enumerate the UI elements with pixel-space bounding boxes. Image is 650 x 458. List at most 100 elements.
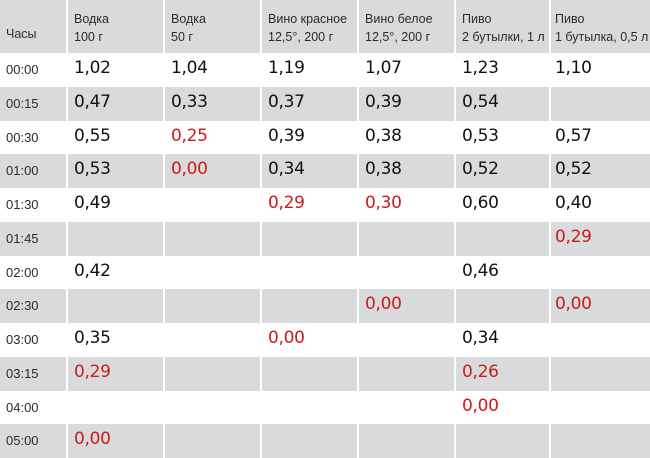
value-cell: [456, 424, 549, 458]
header-column-title: Пиво: [555, 12, 585, 26]
value-text-highlighted: 0,00: [171, 159, 208, 180]
value-text: 0,53: [462, 125, 499, 146]
table-row: 01:45 0,29: [0, 221, 650, 256]
value-cell: [551, 256, 650, 290]
value-cell: [262, 424, 357, 458]
column-divider: [260, 0, 262, 458]
value-cell: 0,30: [359, 188, 454, 222]
value-cell: [68, 222, 163, 256]
value-text-highlighted: 0,00: [268, 328, 305, 348]
value-cell: [359, 424, 454, 458]
header-time-label: Часы: [6, 27, 37, 41]
value-cell: 0,46: [456, 256, 549, 290]
value-text: 0,53: [74, 159, 111, 180]
value-cell: 0,38: [359, 121, 454, 155]
value-cell: 0,29: [262, 188, 357, 222]
column-divider: [163, 0, 165, 458]
value-text: 1,10: [555, 58, 592, 78]
value-text: 0,38: [365, 125, 402, 146]
value-text: 0,54: [462, 91, 499, 112]
value-cell: [262, 391, 357, 425]
value-text: 1,07: [365, 58, 402, 78]
value-cell: 0,00: [165, 154, 260, 188]
value-cell: 0,42: [68, 256, 163, 290]
value-text-highlighted: 0,00: [365, 294, 402, 315]
header-column-subtitle: 50 г: [171, 30, 193, 44]
header-column-vodka-50: Водка 50 г: [165, 0, 260, 53]
time-label: 02:30: [6, 298, 39, 314]
value-text: 0,49: [74, 193, 111, 213]
header-column-subtitle: 12,5°, 200 г: [365, 30, 431, 44]
value-cell: [165, 391, 260, 425]
time-cell: 04:00: [0, 391, 66, 425]
value-text-highlighted: 0,26: [462, 361, 499, 382]
time-cell: 05:00: [0, 424, 66, 458]
header-column-beer-1: Пиво 1 бутылка, 0,5 л: [551, 0, 650, 53]
value-cell: 0,00: [68, 424, 163, 458]
table-row: 00:30 0,55 0,25 0,39 0,38 0,53 0,57: [0, 121, 650, 155]
value-cell: [359, 357, 454, 391]
time-label: 05:00: [6, 433, 39, 449]
value-cell: 0,52: [551, 154, 650, 188]
value-text-highlighted: 0,00: [555, 294, 592, 315]
table-row: 01:30 0,49 0,29 0,30 0,60 0,40: [0, 188, 650, 222]
value-cell: [359, 391, 454, 425]
value-text: 0,60: [462, 193, 499, 213]
value-cell: 0,34: [262, 154, 357, 188]
header-time-cell: Часы: [0, 0, 66, 53]
time-cell: 02:00: [0, 256, 66, 290]
header-column-beer-2: Пиво 2 бутылки, 1 л: [456, 0, 549, 53]
table-row: 01:00 0,53 0,00 0,34 0,38 0,52 0,52: [0, 154, 650, 189]
value-text: 0,39: [268, 125, 305, 146]
table-row: 03:00 0,35 0,00 0,34: [0, 323, 650, 357]
value-cell: [68, 391, 163, 425]
value-cell: 0,52: [456, 154, 549, 188]
table-row: 05:00 0,00: [0, 424, 650, 458]
header-column-subtitle: 2 бутылки, 1 л: [462, 30, 545, 44]
value-cell: 0,00: [262, 323, 357, 357]
value-cell: 0,47: [68, 87, 163, 121]
value-cell: [262, 357, 357, 391]
value-text: 0,35: [74, 328, 111, 348]
value-cell: 0,53: [68, 154, 163, 188]
value-cell: 0,57: [551, 121, 650, 155]
value-text: 0,57: [555, 125, 592, 146]
header-column-title: Водка: [74, 12, 110, 26]
value-cell: [551, 424, 650, 458]
value-cell: 0,60: [456, 188, 549, 222]
header-column-subtitle: 100 г: [74, 30, 103, 44]
value-cell: [359, 256, 454, 290]
value-text: 0,37: [268, 91, 305, 112]
value-text-highlighted: 0,25: [171, 125, 208, 146]
value-cell: 0,38: [359, 154, 454, 188]
value-text: 0,55: [74, 125, 111, 146]
table-row: 00:00 1,02 1,04 1,19 1,07 1,23 1,10: [0, 53, 650, 87]
value-cell: [456, 289, 549, 323]
time-label: 01:30: [6, 197, 39, 212]
value-cell: [165, 256, 260, 290]
value-text: 0,47: [74, 91, 111, 112]
value-cell: 0,37: [262, 87, 357, 121]
time-cell: 01:00: [0, 154, 66, 188]
time-label: 03:00: [6, 332, 39, 347]
value-cell: 0,40: [551, 188, 650, 222]
value-cell: [165, 222, 260, 256]
value-text: 0,34: [462, 328, 499, 348]
value-cell: [262, 256, 357, 290]
time-label: 01:45: [6, 230, 39, 246]
value-text-highlighted: 0,29: [268, 193, 305, 213]
header-column-subtitle: 1 бутылка, 0,5 л: [555, 30, 649, 44]
value-cell: [359, 222, 454, 256]
value-cell: 1,04: [165, 53, 260, 87]
value-text: 0,40: [555, 193, 592, 213]
time-label: 02:00: [6, 264, 39, 280]
value-cell: 0,39: [359, 87, 454, 121]
time-cell: 01:45: [0, 222, 66, 256]
value-text-highlighted: 0,00: [462, 395, 499, 416]
value-cell: [262, 222, 357, 256]
header-column-vodka-100: Водка 100 г: [68, 0, 163, 53]
value-cell: [68, 289, 163, 323]
value-cell: 0,34: [456, 323, 549, 357]
time-label: 00:30: [6, 129, 39, 145]
